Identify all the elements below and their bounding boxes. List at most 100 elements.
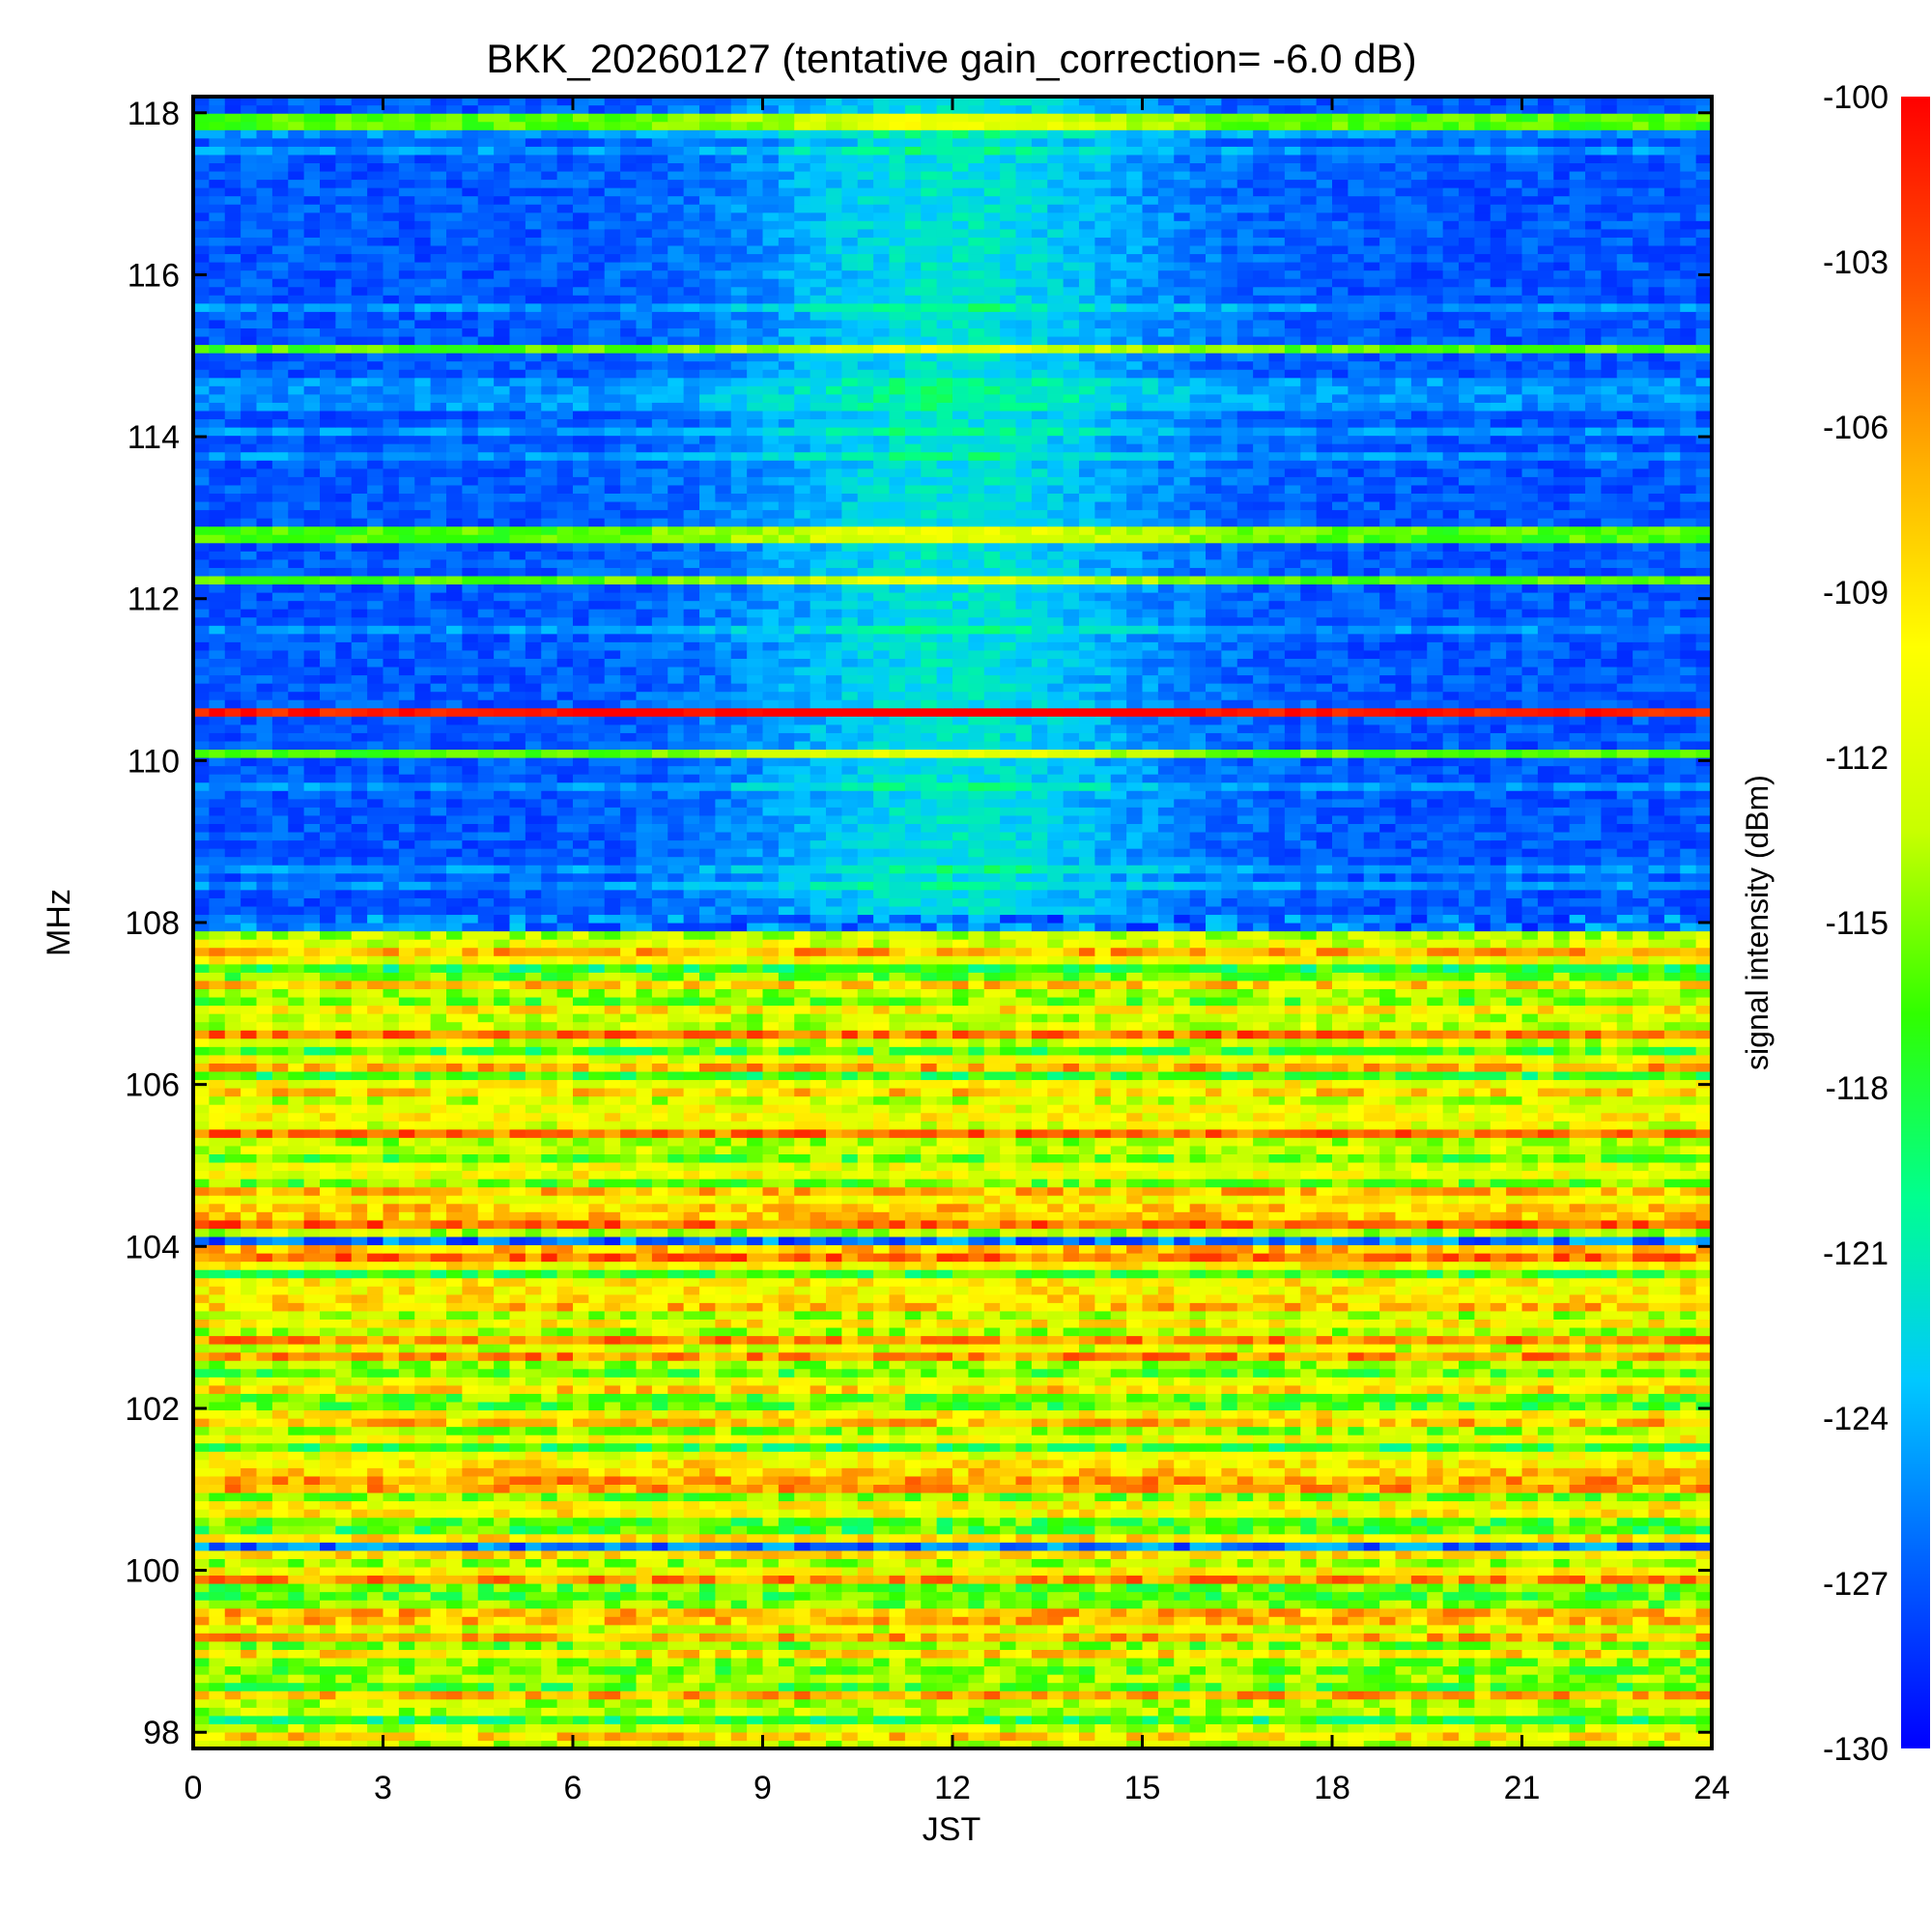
heatmap-cell — [905, 1674, 922, 1683]
heatmap-cell — [1522, 1377, 1539, 1385]
heatmap-cell — [399, 1575, 415, 1583]
heatmap-cell — [320, 1427, 336, 1435]
heatmap-cell — [747, 1344, 763, 1352]
heatmap-cell — [637, 1518, 653, 1526]
heatmap-cell — [1553, 1525, 1570, 1534]
heatmap-cell — [1126, 1567, 1143, 1576]
heatmap-cell — [1206, 1501, 1222, 1510]
heatmap-cell — [1348, 1377, 1364, 1385]
heatmap-cell — [193, 1633, 210, 1641]
heatmap-cell — [494, 1666, 510, 1675]
heatmap-cell — [193, 1707, 210, 1716]
heatmap-cell — [1396, 1732, 1412, 1741]
heatmap-cell — [1332, 1409, 1349, 1418]
heatmap-cell — [335, 1542, 352, 1550]
heatmap-cell — [1633, 1451, 1649, 1460]
heatmap-cell — [668, 1732, 684, 1741]
heatmap-cell — [1317, 1352, 1333, 1361]
heatmap-cell — [841, 1592, 858, 1601]
heatmap-cell — [873, 1550, 890, 1559]
heatmap-cell — [1601, 1732, 1617, 1741]
heatmap-cell — [779, 1385, 795, 1394]
heatmap-cell — [1047, 1699, 1064, 1708]
heatmap-cell — [1379, 1633, 1396, 1641]
heatmap-cell — [1317, 1336, 1333, 1345]
heatmap-cell — [794, 1492, 810, 1501]
heatmap-cell — [225, 1476, 242, 1485]
heatmap-cell — [1553, 1451, 1570, 1460]
heatmap-cell — [637, 1344, 653, 1352]
heatmap-cell — [1000, 1518, 1016, 1526]
heatmap-cell — [890, 1625, 906, 1634]
heatmap-cell — [1348, 1625, 1364, 1634]
heatmap-cell — [1047, 1683, 1064, 1691]
heatmap-cell — [1553, 1492, 1570, 1501]
heatmap-cell — [763, 1385, 780, 1394]
heatmap-cell — [414, 1707, 431, 1716]
heatmap-cell — [335, 1699, 352, 1708]
heatmap-cell — [1411, 1509, 1428, 1518]
heatmap-cell — [1601, 1427, 1617, 1435]
heatmap-cell — [731, 1451, 748, 1460]
heatmap-cell — [747, 1492, 763, 1501]
heatmap-cell — [1016, 1690, 1033, 1699]
heatmap-cell — [1158, 1583, 1175, 1592]
heatmap-cell — [1348, 1690, 1364, 1699]
heatmap-cell — [890, 1690, 906, 1699]
heatmap-cell — [241, 1649, 257, 1658]
heatmap-cell — [1617, 1460, 1634, 1468]
heatmap-cell — [1633, 1518, 1649, 1526]
heatmap-cell — [1585, 1633, 1602, 1641]
heatmap-cell — [1427, 1443, 1443, 1452]
heatmap-cell — [541, 1492, 557, 1501]
heatmap-cell — [1126, 1699, 1143, 1708]
heatmap-cell — [1300, 1377, 1317, 1385]
heatmap-cell — [1047, 1385, 1064, 1394]
heatmap-cell — [304, 1633, 321, 1641]
heatmap-cell — [1285, 1451, 1301, 1460]
heatmap-cell — [1538, 1377, 1554, 1385]
heatmap-cell — [1443, 1608, 1460, 1617]
heatmap-cell — [1585, 1550, 1602, 1559]
heatmap-cell — [1396, 1484, 1412, 1492]
heatmap-cell — [541, 1583, 557, 1592]
heatmap-cell — [731, 1435, 748, 1443]
heatmap-cell — [1000, 1393, 1016, 1402]
heatmap-cell — [1459, 1649, 1475, 1658]
heatmap-cell — [1000, 1723, 1016, 1732]
heatmap-cell — [1332, 1377, 1349, 1385]
heatmap-cell — [921, 1641, 937, 1650]
heatmap-cell — [431, 1451, 447, 1460]
heatmap-cell — [873, 1575, 890, 1583]
heatmap-cell — [826, 1336, 842, 1345]
heatmap-cell — [952, 1460, 969, 1468]
heatmap-cell — [1143, 1377, 1159, 1385]
heatmap-cell — [1601, 1558, 1617, 1567]
heatmap-cell — [241, 1723, 257, 1732]
heatmap-cell — [541, 1319, 557, 1327]
heatmap-cell — [557, 1641, 574, 1650]
heatmap-cell — [1253, 1558, 1269, 1567]
heatmap-cell — [873, 1707, 890, 1716]
heatmap-cell — [984, 1716, 1001, 1724]
heatmap-cell — [1269, 1683, 1286, 1691]
heatmap-cell — [1633, 1666, 1649, 1675]
heatmap-cell — [1269, 1723, 1286, 1732]
heatmap-cell — [1491, 1492, 1507, 1501]
heatmap-cell — [1522, 1641, 1539, 1650]
heatmap-cell — [684, 1723, 700, 1732]
heatmap-cell — [1300, 1518, 1317, 1526]
heatmap-cell — [841, 1633, 858, 1641]
heatmap-cell — [399, 1633, 415, 1641]
heatmap-cell — [1174, 1484, 1190, 1492]
heatmap-cell — [462, 1542, 478, 1550]
heatmap-cell — [1443, 1467, 1460, 1476]
heatmap-cell — [288, 1492, 304, 1501]
heatmap-cell — [335, 1649, 352, 1658]
heatmap-cell — [1285, 1633, 1301, 1641]
heatmap-cell — [1032, 1567, 1048, 1576]
heatmap-cell — [1158, 1608, 1175, 1617]
heatmap-cell — [1317, 1616, 1333, 1625]
heatmap-cell — [890, 1699, 906, 1708]
heatmap-cell — [1522, 1616, 1539, 1625]
